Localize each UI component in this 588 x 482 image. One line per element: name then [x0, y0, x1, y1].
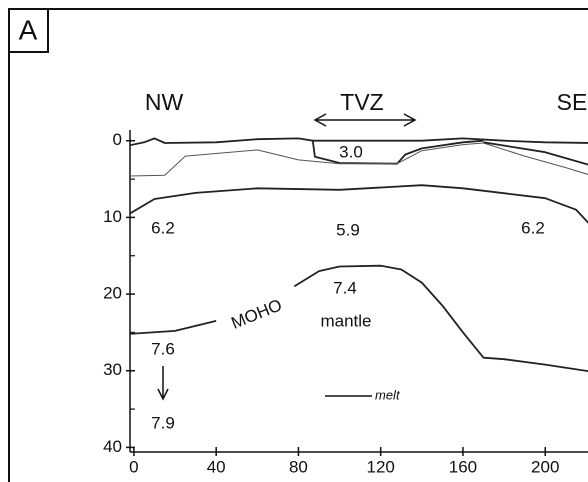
velocity-label: 7.9 — [151, 413, 175, 432]
velocity-label: 6.2 — [151, 218, 175, 237]
velocity-label: 5.9 — [336, 220, 360, 239]
velocity-arrow — [157, 366, 169, 401]
plot-area — [130, 137, 588, 373]
velocity-label: 7.6 — [151, 339, 175, 358]
x-tick-label: 120 — [367, 457, 395, 476]
x-tick-label: 40 — [207, 457, 226, 476]
velocity-label: 6.2 — [521, 218, 545, 237]
boundary-line — [130, 184, 588, 224]
y-tick-label: 30 — [103, 360, 122, 379]
velocity-label: 7.4 — [333, 278, 357, 297]
panel-label-box — [8, 8, 49, 53]
x-tick-label: 80 — [289, 457, 308, 476]
y-tick-label: 40 — [103, 437, 122, 456]
boundary-line — [483, 141, 588, 166]
region-arrow — [313, 113, 417, 127]
layer-label: mantle — [320, 311, 371, 330]
region-label: TVZ — [340, 89, 383, 115]
direction-label: SE — [557, 89, 588, 115]
x-tick-label: 0 — [129, 457, 138, 476]
legend-label: melt — [375, 387, 401, 402]
boundary-line — [130, 264, 588, 373]
y-tick-label: 10 — [103, 207, 122, 226]
y-tick-label: 20 — [103, 284, 122, 303]
x-tick-label: 200 — [531, 457, 559, 476]
boundary-line — [311, 139, 484, 165]
boundary-line — [130, 142, 588, 177]
x-tick-label: 160 — [449, 457, 477, 476]
velocity-label: 3.0 — [339, 142, 363, 161]
y-tick-label: 0 — [113, 130, 122, 149]
panel-label: A — [19, 14, 38, 45]
moho-label: MOHO — [229, 295, 285, 332]
direction-label: NW — [145, 89, 184, 115]
